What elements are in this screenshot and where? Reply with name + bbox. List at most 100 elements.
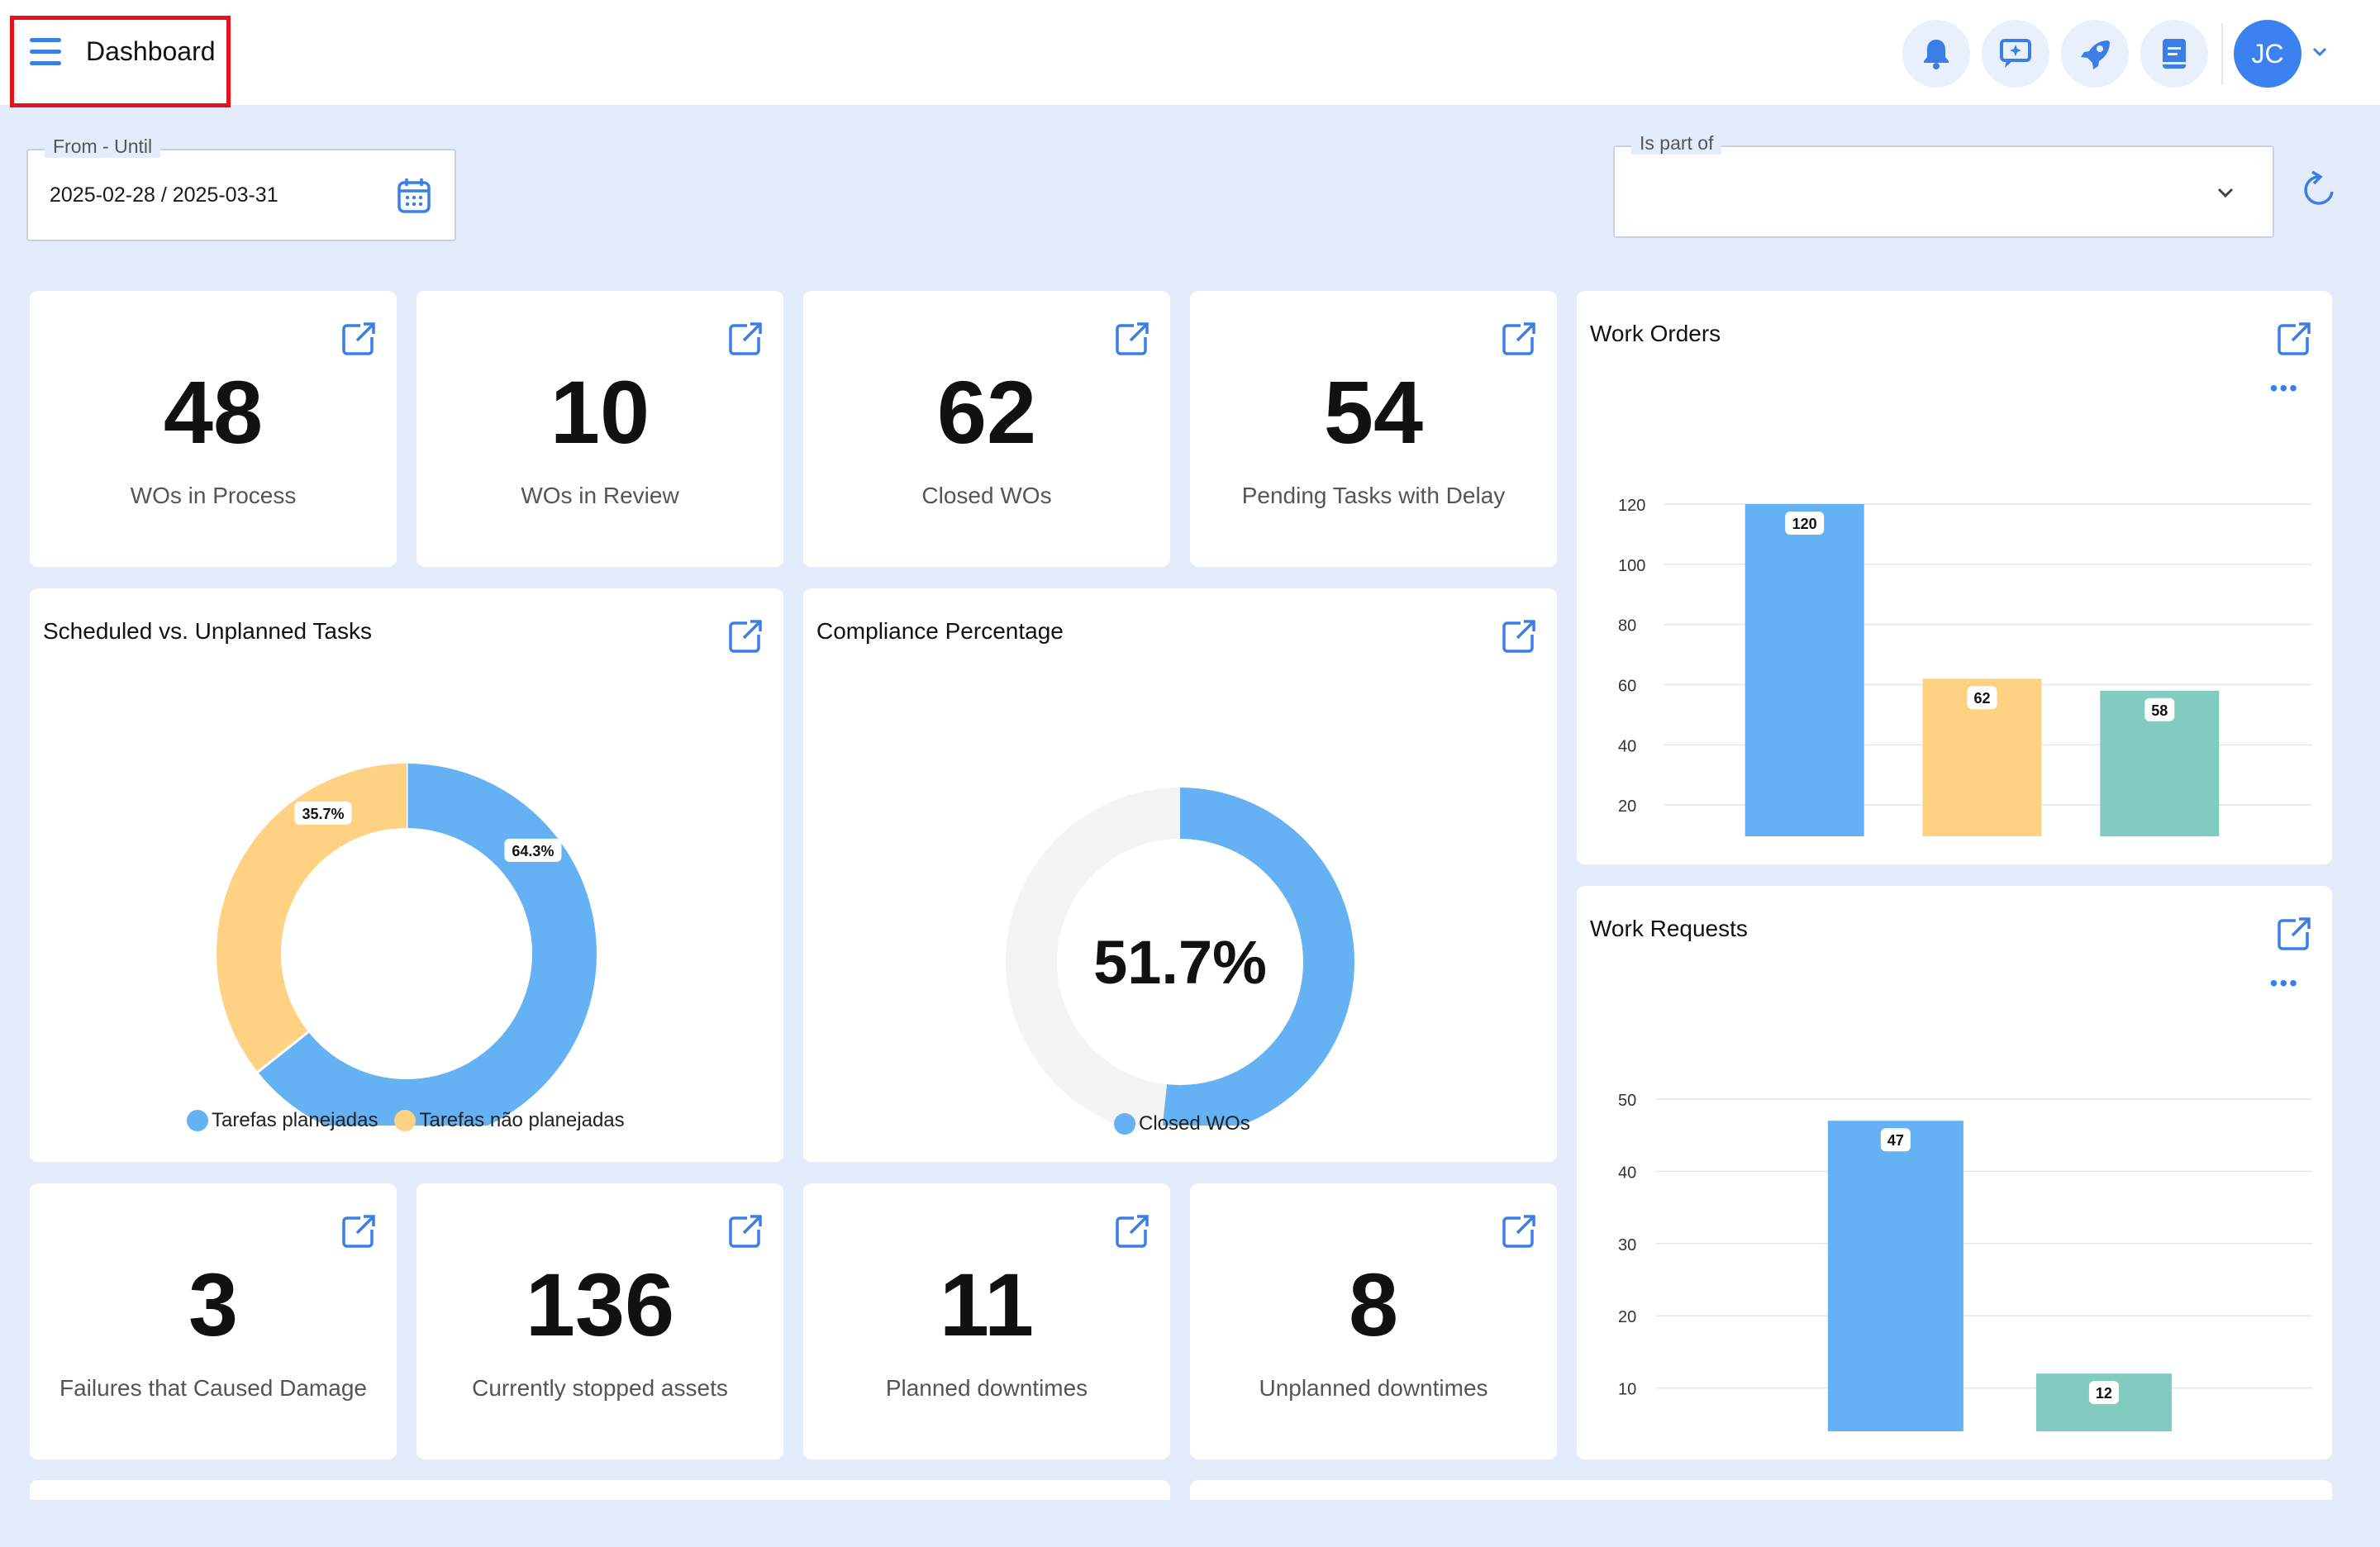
bar-value-label-bg (1785, 512, 1825, 535)
bar-value-label: 120 (1792, 516, 1817, 532)
legend-item-closed-wos[interactable]: Closed WOs (1114, 1112, 1250, 1135)
kpi-label: WOs in Review (521, 483, 679, 508)
kpi-value: 3 (188, 1254, 239, 1354)
chart-legend: Closed WOs (1114, 1112, 1267, 1135)
kpi-card-wos-in-process: 48 WOs in Process (30, 291, 397, 567)
kpi-card-closed-wos: 62 Closed WOs (803, 291, 1170, 567)
external-link-icon[interactable] (1501, 1213, 1537, 1250)
kpi-label: Pending Tasks with Delay (1241, 483, 1506, 508)
hamburger-menu-icon[interactable] (30, 38, 61, 66)
date-range-value: 2025-02-28 / 2025-03-31 (50, 183, 278, 207)
refresh-icon[interactable] (2301, 170, 2337, 210)
y-tick-label: 120 (1618, 497, 1645, 515)
card-title: Work Orders (1590, 321, 1721, 346)
slice-label-bg (294, 801, 352, 825)
bar-value-label: 47 (1887, 1132, 1904, 1149)
external-link-icon[interactable] (727, 1213, 764, 1250)
work-orders-card: Work Orders ••• 020406080100120120OSs Cr… (1577, 291, 2332, 864)
legend-item-unplanned[interactable]: Tarefas não planejadas (394, 1109, 625, 1132)
y-tick-label: 100 (1618, 557, 1645, 575)
chart-legend: Tarefas planejadas Tarefas não planejada… (187, 1109, 641, 1132)
kpi-card-pending-tasks: 54 Pending Tasks with Delay (1190, 291, 1557, 567)
date-range-label: From - Until (45, 136, 161, 158)
divider (2221, 23, 2223, 84)
kpi-value: 136 (525, 1254, 675, 1354)
y-tick-label: 60 (1618, 678, 1636, 696)
bar-value-label: 62 (1973, 690, 1990, 707)
slice-label: 64.3% (512, 843, 554, 859)
notebook-icon[interactable] (2140, 20, 2208, 88)
scheduled-vs-unplanned-card: Scheduled vs. Unplanned Tasks 64.3% 35.7%… (30, 588, 783, 1162)
donut-chart: 64.3% 35.7% (217, 764, 597, 1126)
more-options-icon[interactable]: ••• (2269, 970, 2299, 996)
external-link-icon[interactable] (1501, 321, 1537, 357)
kpi-value: 11 (939, 1254, 1035, 1354)
kpi-value: 62 (936, 362, 1037, 462)
bar-value-label-bg (1880, 1128, 1911, 1152)
kpi-label: Unplanned downtimes (1259, 1375, 1488, 1401)
slice-label: 35.7% (302, 806, 344, 822)
top-bar: Dashboard JC (0, 0, 2380, 105)
y-tick-label: 40 (1618, 1164, 1636, 1182)
kpi-label: Planned downtimes (885, 1375, 1088, 1401)
highlight-annotation (10, 16, 231, 107)
kpi-label: WOs in Process (130, 483, 297, 508)
external-link-icon[interactable] (1501, 618, 1537, 654)
kpi-value: 10 (550, 362, 650, 462)
avatar[interactable]: JC (2234, 20, 2301, 88)
bar (1827, 1121, 1963, 1431)
y-tick-label: 30 (1618, 1236, 1636, 1254)
next-card-partial (1190, 1480, 2332, 1500)
kpi-value: 8 (1348, 1254, 1399, 1354)
kpi-card-stopped-assets: 136 Currently stopped assets (416, 1183, 783, 1459)
page-title: Dashboard (86, 36, 216, 66)
date-range-field[interactable]: From - Until 2025-02-28 / 2025-03-31 (26, 136, 456, 241)
bar-chart: 020406080100120120OSs Cr...62OSs C...58O… (1618, 497, 2312, 836)
kpi-card-unplanned-downtimes: 8 Unplanned downtimes (1190, 1183, 1557, 1459)
chevron-down-icon[interactable] (2311, 46, 2328, 58)
external-link-icon[interactable] (340, 321, 377, 357)
kpi-label: Failures that Caused Damage (60, 1375, 367, 1401)
external-link-icon[interactable] (1114, 1213, 1150, 1250)
more-options-icon[interactable]: ••• (2269, 375, 2299, 401)
y-tick-label: 40 (1618, 737, 1636, 755)
bar (1745, 504, 1864, 836)
bell-icon[interactable] (1902, 20, 1970, 88)
external-link-icon[interactable] (1114, 321, 1150, 357)
kpi-label: Closed WOs (921, 483, 1052, 508)
donut-slice (1162, 788, 1354, 1126)
kpi-card-wos-in-review: 10 WOs in Review (416, 291, 783, 567)
bar-value-label: 12 (2096, 1385, 2112, 1402)
y-tick-label: 20 (1618, 1308, 1636, 1326)
slice-label-bg (504, 838, 562, 862)
external-link-icon[interactable] (2276, 321, 2312, 357)
kpi-card-planned-downtimes: 11 Planned downtimes (803, 1183, 1170, 1459)
kpi-label: Currently stopped assets (472, 1375, 728, 1401)
y-tick-label: 20 (1618, 797, 1636, 816)
external-link-icon[interactable] (727, 618, 764, 654)
is-part-of-label: Is part of (1631, 132, 1722, 155)
kpi-value: 54 (1323, 362, 1424, 462)
calendar-icon[interactable] (397, 177, 431, 215)
is-part-of-select[interactable]: Is part of (1613, 132, 2274, 238)
kpi-card-failures: 3 Failures that Caused Damage (30, 1183, 397, 1459)
card-title: Compliance Percentage (816, 618, 1064, 644)
compliance-percentage-card: Compliance Percentage 51.7% Closed WOs (803, 588, 1557, 1162)
y-tick-label: 50 (1618, 1092, 1636, 1110)
chevron-down-icon[interactable] (2216, 187, 2235, 198)
kpi-value: 48 (163, 362, 264, 462)
external-link-icon[interactable] (727, 321, 764, 357)
bar-value-label-bg (2144, 697, 2175, 721)
chat-sparkle-icon[interactable] (1982, 20, 2049, 88)
legend-item-planned[interactable]: Tarefas planejadas (187, 1109, 378, 1132)
bar-value-label-bg (1967, 686, 1997, 710)
external-link-icon[interactable] (340, 1213, 377, 1250)
slice-separator (257, 1031, 310, 1073)
bar-value-label-bg (2088, 1381, 2119, 1405)
external-link-icon[interactable] (2276, 916, 2312, 952)
rocket-icon[interactable] (2061, 20, 2129, 88)
donut-slice (217, 764, 407, 1073)
card-title: Scheduled vs. Unplanned Tasks (43, 618, 372, 644)
work-requests-card: Work Requests ••• 0102030405047Criado12R… (1577, 886, 2332, 1459)
bar-chart: 0102030405047Criado12Res... (1618, 1092, 2312, 1431)
